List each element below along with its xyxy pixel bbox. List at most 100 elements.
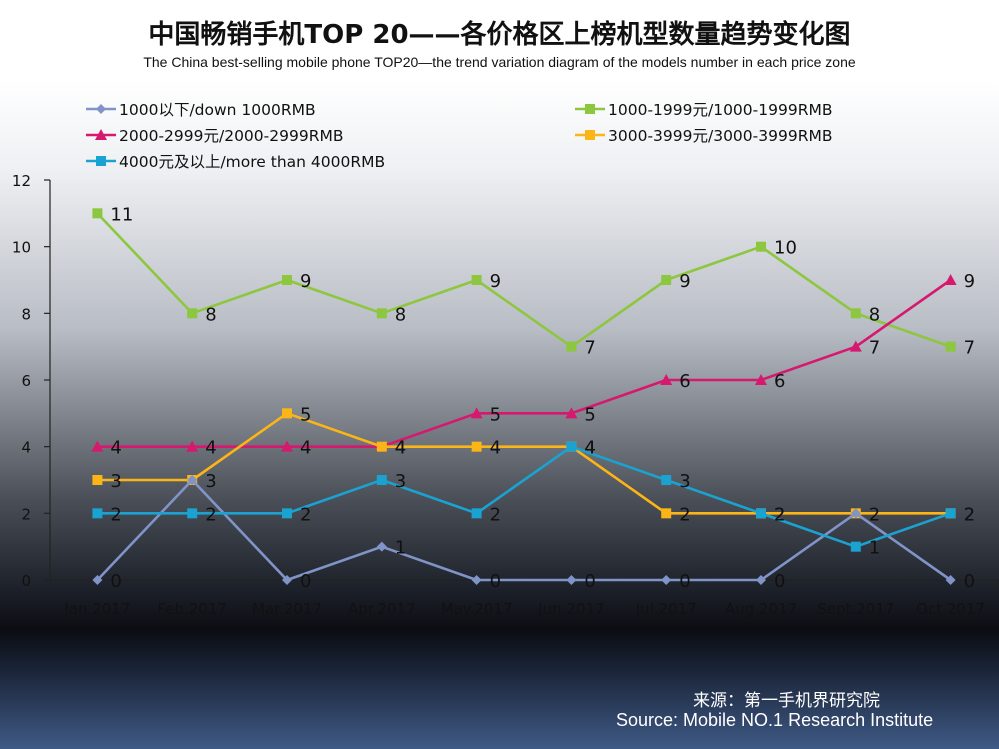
data-label: 4: [584, 438, 595, 459]
data-label: 2: [964, 504, 975, 525]
legend-label: 4000元及以上/more than 4000RMB: [119, 153, 386, 171]
point-marker: [850, 308, 861, 319]
data-label: 6: [774, 371, 785, 392]
data-label: 7: [584, 338, 595, 359]
point-marker: [186, 440, 199, 452]
data-label: 2: [490, 504, 501, 525]
x-tick-label: Jul.2017: [635, 600, 697, 618]
legend-triangle-marker-icon: [86, 129, 116, 140]
legend-square-marker-icon: [86, 156, 116, 166]
data-label: 8: [395, 304, 406, 325]
data-label: 3: [679, 471, 690, 492]
point-marker: [661, 275, 672, 285]
point-marker: [566, 441, 577, 452]
data-label: 2: [110, 504, 121, 525]
data-label: 2: [205, 504, 216, 525]
legend-item-1000-1999: 1000-1999元/1000-1999RMB: [575, 98, 832, 120]
chart-subtitle: The China best-selling mobile phone TOP2…: [143, 54, 856, 70]
point-marker: [849, 340, 862, 352]
legend-square-marker-icon: [575, 104, 605, 114]
data-label: 3: [110, 471, 121, 492]
point-marker: [376, 441, 387, 452]
chart-title: 中国畅销手机TOP 20——各价格区上榜机型数量趋势变化图: [148, 20, 851, 50]
data-label: 3: [205, 471, 216, 492]
legend-square-marker-icon: [575, 130, 605, 140]
data-label: 0: [584, 571, 595, 592]
point-marker: [756, 241, 766, 252]
data-label: 4: [490, 438, 501, 459]
data-label: 8: [869, 304, 880, 325]
data-label: 4: [300, 438, 311, 459]
data-label: 4: [395, 438, 406, 459]
x-tick-label: Feb.2017: [157, 600, 227, 618]
point-marker: [661, 575, 672, 585]
point-marker: [945, 341, 956, 352]
data-label: 2: [869, 504, 880, 525]
data-label: 9: [490, 271, 501, 292]
data-label: 8: [205, 304, 216, 325]
data-label: 1: [395, 538, 406, 559]
point-marker: [376, 541, 387, 552]
legend-item-down-1000: 1000以下/down 1000RMB: [86, 98, 316, 120]
point-marker: [945, 575, 956, 585]
data-label: 4: [584, 438, 595, 459]
point-marker: [471, 508, 482, 519]
data-label: 5: [584, 404, 595, 425]
series-line-2: [97, 278, 952, 448]
data-label: 11: [110, 204, 133, 225]
series-line-3: [97, 412, 951, 515]
x-tick-label: May.2017: [441, 600, 513, 618]
data-label: 4: [395, 438, 406, 459]
point-marker: [661, 508, 672, 519]
point-marker: [566, 575, 577, 585]
point-marker: [565, 407, 578, 419]
data-label: 4: [110, 438, 121, 459]
data-label: 9: [679, 271, 690, 292]
point-marker: [944, 274, 957, 285]
series-line-4: [97, 445, 952, 548]
point-marker: [92, 208, 103, 219]
point-marker: [92, 508, 103, 519]
point-marker: [187, 508, 198, 519]
point-marker: [187, 475, 198, 485]
data-label: 4: [205, 438, 216, 459]
legend-item-3000-3999: 3000-3999元/3000-3999RMB: [575, 124, 832, 146]
data-label: 0: [300, 571, 311, 592]
legend-label: 3000-3999元/3000-3999RMB: [608, 127, 833, 145]
point-marker: [282, 408, 292, 419]
data-label: 2: [964, 504, 975, 525]
point-marker: [756, 575, 766, 585]
data-label: 10: [774, 238, 797, 259]
data-label: 5: [490, 404, 501, 425]
data-label: 9: [300, 271, 311, 292]
x-tick-label: Aug.2017: [725, 600, 797, 618]
point-marker: [92, 475, 103, 485]
point-marker: [281, 440, 293, 452]
point-marker: [945, 508, 956, 519]
y-tick-label: 2: [21, 505, 31, 523]
legend-item-above-4000: 4000元及以上/more than 4000RMB: [86, 150, 385, 172]
data-label: 1: [869, 538, 880, 559]
legend-label: 1000以下/down 1000RMB: [119, 101, 316, 119]
x-tick-label: Oct.2017: [916, 600, 985, 618]
data-label: 5: [300, 404, 311, 425]
series-line-0: [96, 478, 952, 582]
data-label: 7: [964, 338, 975, 359]
data-label: 9: [964, 271, 975, 292]
legend-diamond-marker-icon: [86, 104, 116, 114]
point-marker: [755, 374, 767, 385]
x-tick-label: Mar.2017: [252, 600, 322, 618]
point-marker: [850, 508, 861, 519]
x-tick-label: Sept.2017: [817, 600, 894, 618]
point-marker: [92, 575, 103, 585]
data-label: 2: [774, 504, 785, 525]
legend-item-2000-2999: 2000-2999元/2000-2999RMB: [86, 124, 343, 146]
point-marker: [660, 374, 673, 385]
data-label: 0: [490, 571, 501, 592]
legend-label: 1000-1999元/1000-1999RMB: [608, 101, 833, 119]
data-label: 0: [679, 571, 690, 592]
y-tick-label: 10: [12, 239, 31, 257]
series-line-1: [96, 212, 952, 348]
y-tick-label: 12: [12, 172, 31, 190]
